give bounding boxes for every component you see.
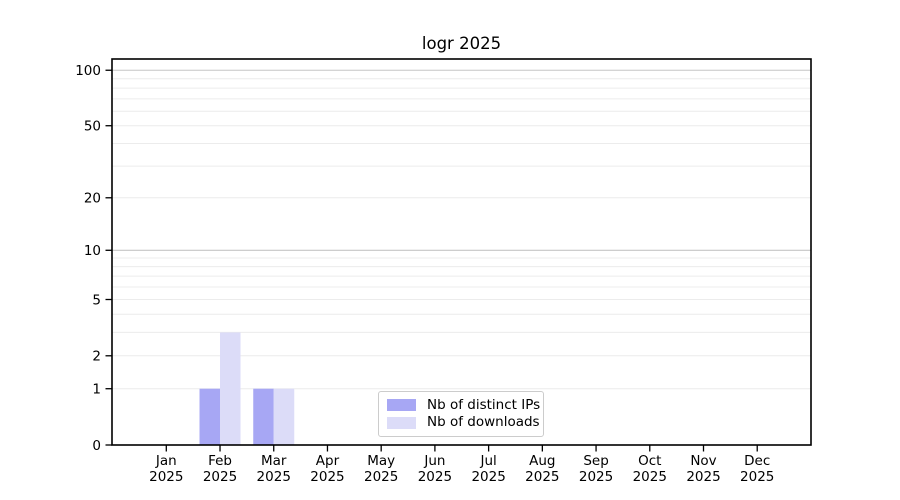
plot-border [111, 58, 812, 446]
x-tick-label-year: 2025 [686, 469, 720, 485]
x-tick-label-month: Jan [155, 453, 177, 469]
bar-mar-downloads [273, 388, 295, 445]
x-tick-label-month: Dec [744, 453, 770, 469]
legend-swatch-downloads-icon [387, 416, 416, 429]
x-tick-label-year: 2025 [740, 469, 774, 485]
legend-item-downloads: Nb of downloads [387, 415, 540, 430]
bar-mar-distinct-ips [253, 388, 274, 445]
y-tick-label: 100 [75, 63, 101, 79]
x-tick-label-year: 2025 [633, 469, 667, 485]
x-tick-label-month: Mar [261, 453, 287, 469]
x-tick-label-year: 2025 [418, 469, 452, 485]
y-tick-label: 20 [84, 191, 101, 207]
x-tick-label-month: Nov [690, 453, 716, 469]
y-tick-label: 0 [92, 438, 101, 454]
y-tick-label: 1 [92, 382, 101, 398]
x-tick-label-year: 2025 [310, 469, 344, 485]
x-tick-label-year: 2025 [364, 469, 398, 485]
x-tick-label-month: Jul [479, 453, 496, 469]
x-tick-label-year: 2025 [149, 469, 183, 485]
x-tick-label-month: Oct [638, 453, 661, 469]
y-tick-label: 50 [84, 119, 101, 135]
legend-swatch-distinct-ips-icon [387, 399, 416, 412]
x-tick-label-month: Apr [316, 453, 340, 469]
x-tick-label-year: 2025 [257, 469, 291, 485]
x-tick-label-year: 2025 [203, 469, 237, 485]
bar-feb-distinct-ips [199, 388, 221, 445]
legend-label-downloads: Nb of downloads [427, 414, 540, 430]
x-tick-label-month: Feb [208, 453, 232, 469]
bar-feb-downloads [220, 332, 241, 445]
x-tick-label-year: 2025 [579, 469, 613, 485]
x-tick-label-year: 2025 [471, 469, 505, 485]
x-tick-label-month: Aug [529, 453, 555, 469]
legend: Nb of distinct IPs Nb of downloads [378, 391, 544, 437]
chart-title: logr 2025 [421, 34, 502, 53]
y-tick-label: 10 [84, 243, 101, 259]
x-tick-label-month: Sep [583, 453, 608, 469]
x-tick-label-month: May [367, 453, 395, 469]
legend-label-distinct-ips: Nb of distinct IPs [427, 396, 541, 413]
y-tick-label: 2 [92, 349, 101, 365]
y-tick-label: 5 [92, 292, 101, 308]
x-tick-label-year: 2025 [525, 469, 559, 485]
x-tick-label-month: Jun [423, 453, 445, 469]
legend-item-distinct-ips: Nb of distinct IPs [387, 398, 540, 413]
